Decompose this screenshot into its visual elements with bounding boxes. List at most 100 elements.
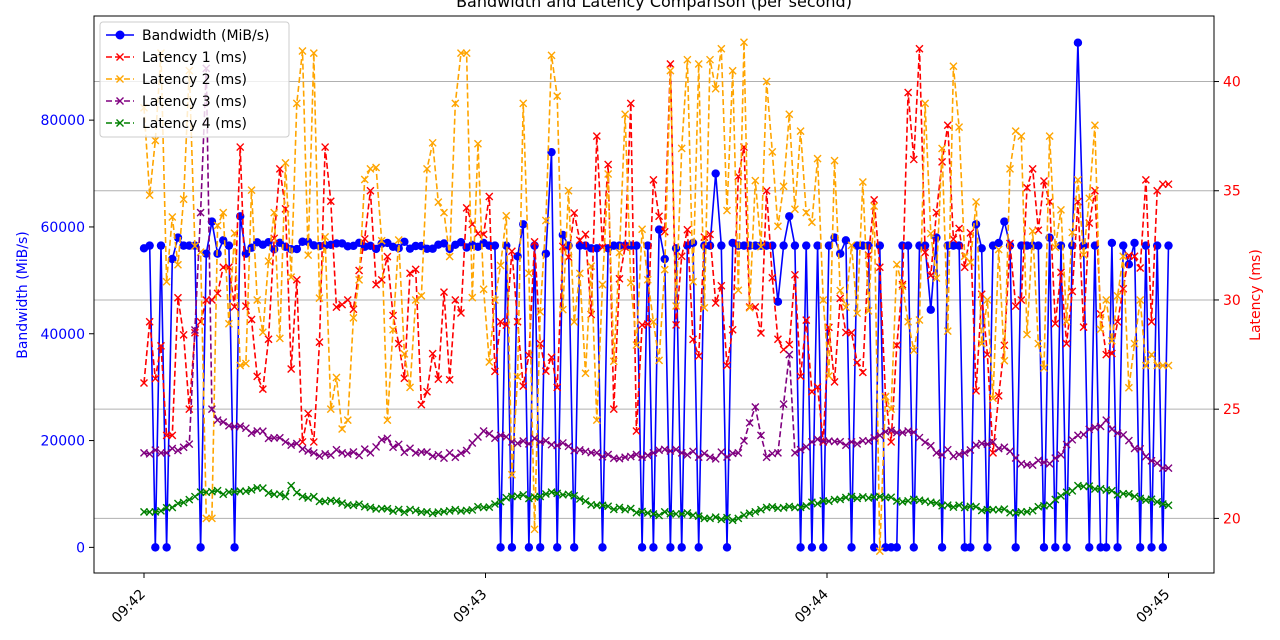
data-point [643,275,652,284]
data-point [632,427,641,436]
data-point [949,235,958,244]
data-point [1124,383,1133,392]
data-point [966,258,975,267]
data-point [892,260,901,269]
data-point [456,238,466,247]
data-point [1085,543,1094,552]
data-point [1056,268,1065,277]
data-point [660,445,669,454]
data-point [287,481,296,490]
data-point [428,452,437,461]
data-point [751,507,760,516]
data-point [162,448,171,457]
data-point [451,453,460,462]
data-point [683,509,692,518]
data-point [870,195,879,204]
data-point [768,502,777,511]
series-0 [139,38,1173,552]
data-point [626,99,635,108]
data-point [819,543,828,552]
data-point [490,241,500,250]
data-point [264,488,273,497]
data-point [230,543,239,552]
data-point [858,368,867,377]
data-point [423,507,432,516]
data-point [581,369,590,378]
data-point [309,448,318,457]
data-point [785,212,794,221]
data-point [236,422,245,431]
data-point [541,216,550,225]
data-point [660,507,669,516]
data-point [609,405,618,414]
data-point [609,505,618,514]
y-left-tick-label: 80000 [40,113,85,129]
data-point [717,241,726,250]
data-point [383,416,392,425]
data-point [1039,176,1048,185]
data-point [989,437,998,446]
data-point [1147,456,1156,465]
data-point [824,371,833,380]
y-right-tick-label: 40 [1223,75,1241,91]
data-point [1062,317,1071,326]
data-point [1000,217,1009,226]
data-point [654,225,664,234]
data-point [553,383,562,392]
data-point [717,515,726,524]
data-point [643,320,652,329]
data-point [972,197,981,206]
data-point [955,501,964,510]
data-point [711,84,720,93]
data-point [519,99,528,108]
data-point [530,525,539,534]
data-point [1034,339,1043,348]
data-point [649,448,658,457]
legend-marker [116,75,124,83]
data-point [926,229,935,238]
data-point [1011,302,1020,311]
data-point [734,448,743,457]
data-point [943,501,952,510]
data-point [1124,489,1133,498]
data-point [1147,317,1156,326]
data-point [666,543,675,552]
data-point [253,372,262,381]
data-point [1079,323,1088,332]
data-point [564,490,573,499]
data-point [1130,492,1139,501]
data-point [966,543,975,552]
data-point [1039,543,1049,552]
data-point [790,270,799,279]
data-point [173,260,182,269]
data-point [1073,38,1083,47]
data-point [921,438,930,447]
data-point [632,450,641,459]
data-point [360,175,369,184]
data-point [762,453,771,462]
legend-marker [116,119,124,127]
data-point [813,382,822,391]
data-point [287,441,296,450]
data-point [553,441,562,450]
data-point [258,385,267,394]
data-point [190,325,199,334]
legend-marker [116,53,124,61]
data-point [1062,339,1071,348]
data-point [1022,183,1031,192]
data-point [1000,443,1009,452]
data-point [162,277,171,286]
data-point [813,154,822,163]
data-point [694,512,703,521]
data-point [196,208,205,217]
data-point [151,543,160,552]
legend-marker [115,30,125,40]
data-point [717,281,726,290]
data-point [796,127,805,136]
data-point [394,235,403,244]
data-point [768,273,777,282]
data-point [989,448,998,457]
data-point [1056,205,1065,214]
data-point [400,237,409,246]
data-point [456,449,465,458]
